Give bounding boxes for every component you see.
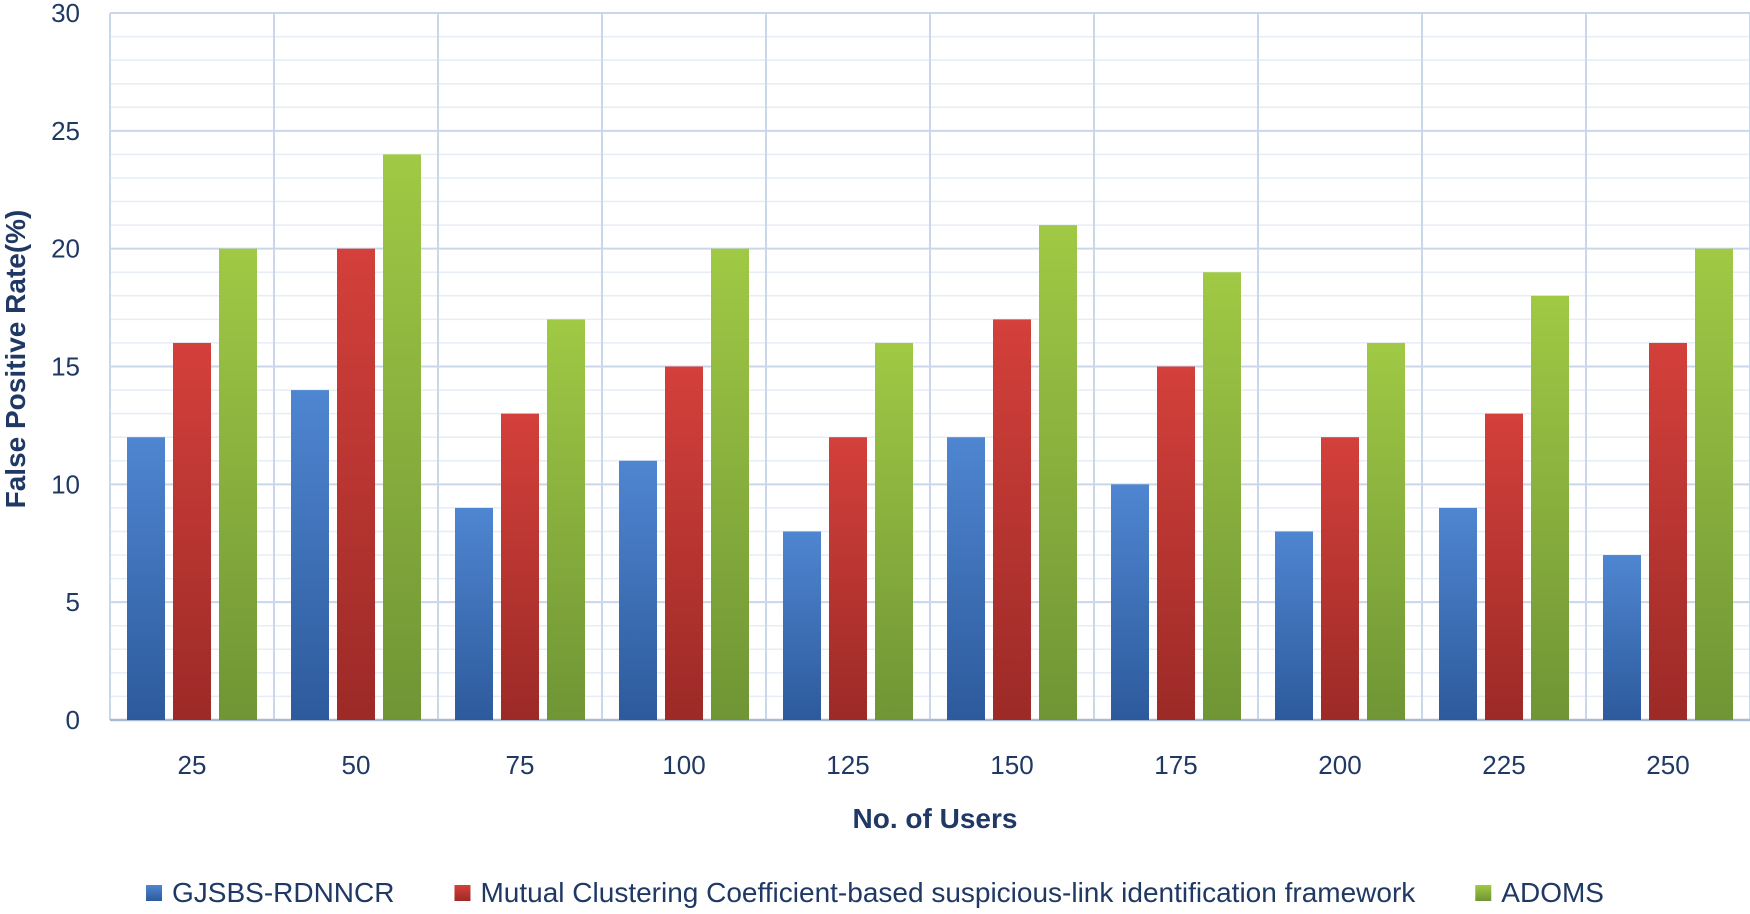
bar-series-2-75 [501, 413, 539, 720]
bar-series-3-100 [711, 248, 749, 720]
bars [127, 154, 1733, 720]
y-axis-ticks: 0 5 10 15 20 25 30 [51, 0, 80, 735]
bar-series-3-150 [1039, 225, 1077, 720]
bar-series-1-250 [1603, 555, 1641, 720]
y-tick-label: 20 [51, 234, 80, 264]
legend: GJSBS-RDNNCR Mutual Clustering Coefficien… [146, 877, 1604, 908]
bar-series-2-50 [337, 248, 375, 720]
legend-swatch [146, 885, 163, 901]
y-tick-label: 30 [51, 0, 80, 28]
bar-series-2-175 [1157, 366, 1195, 720]
bar-series-3-200 [1367, 342, 1405, 720]
x-tick-label: 150 [990, 750, 1033, 780]
y-tick-label: 10 [51, 469, 80, 499]
x-tick-label: 250 [1646, 750, 1689, 780]
legend-label: GJSBS-RDNNCR [172, 877, 394, 908]
x-tick-label: 25 [178, 750, 207, 780]
bar-series-3-250 [1695, 248, 1733, 720]
bar-series-1-100 [619, 460, 657, 720]
legend-swatch [454, 885, 471, 901]
bar-series-2-25 [173, 342, 211, 720]
x-tick-label: 50 [342, 750, 371, 780]
bar-series-1-25 [127, 437, 165, 720]
bar-series-2-150 [993, 319, 1031, 720]
legend-label: ADOMS [1501, 877, 1604, 908]
bar-series-1-225 [1439, 507, 1477, 720]
y-axis-title: False Positive Rate(%) [0, 210, 31, 509]
bar-series-1-125 [783, 531, 821, 720]
y-tick-label: 15 [51, 352, 80, 382]
x-tick-label: 200 [1318, 750, 1361, 780]
y-tick-label: 5 [66, 587, 80, 617]
bar-series-2-250 [1649, 342, 1687, 720]
x-tick-label: 225 [1482, 750, 1525, 780]
x-tick-label: 100 [662, 750, 705, 780]
bar-series-1-200 [1275, 531, 1313, 720]
x-tick-label: 175 [1154, 750, 1197, 780]
x-axis-title: No. of Users [853, 803, 1018, 834]
y-tick-label: 0 [66, 705, 80, 735]
bar-series-1-150 [947, 437, 985, 720]
x-axis-ticks: 25 50 75 100 125 150 175 200 225 250 [178, 750, 1690, 780]
legend-item: Mutual Clustering Coefficient-based susp… [454, 877, 1416, 908]
bar-series-3-25 [219, 248, 257, 720]
bar-series-2-100 [665, 366, 703, 720]
bar-series-3-175 [1203, 272, 1241, 720]
bar-series-1-50 [291, 390, 329, 720]
bar-series-3-75 [547, 319, 585, 720]
legend-item: GJSBS-RDNNCR [146, 877, 394, 908]
x-tick-label: 125 [826, 750, 869, 780]
bar-series-3-225 [1531, 295, 1569, 720]
bar-series-3-50 [383, 154, 421, 720]
bar-series-2-200 [1321, 437, 1359, 720]
bar-series-2-125 [829, 437, 867, 720]
legend-swatch [1475, 885, 1492, 901]
bar-series-2-225 [1485, 413, 1523, 720]
legend-label: Mutual Clustering Coefficient-based susp… [480, 877, 1416, 908]
bar-series-1-75 [455, 507, 493, 720]
legend-item: ADOMS [1475, 877, 1604, 908]
x-tick-label: 75 [506, 750, 535, 780]
bar-series-3-125 [875, 342, 913, 720]
y-tick-label: 25 [51, 116, 80, 146]
bar-series-1-175 [1111, 484, 1149, 720]
